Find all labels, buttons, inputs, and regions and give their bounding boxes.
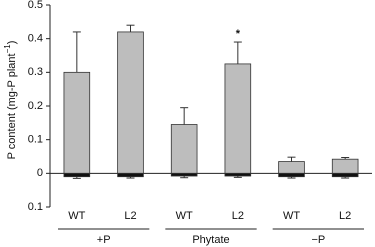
y-tick-label: 0.5	[28, 0, 43, 11]
group-label: Phytate	[192, 234, 229, 246]
y-tick-label: 0.2	[28, 100, 43, 112]
group-label: +P	[97, 234, 111, 246]
y-tick-label: 0	[37, 167, 43, 179]
bar	[224, 172, 252, 177]
y-tick-label: 0.4	[28, 33, 43, 45]
y-tick-label: 0.1	[28, 134, 43, 146]
bar	[278, 161, 305, 174]
y-tick-label: 0.1	[28, 201, 43, 213]
x-tick-label: WT	[176, 210, 193, 222]
bar	[63, 172, 91, 178]
y-axis-label: P content (mg-P plant−1)	[3, 41, 18, 160]
x-tick-label: WT	[68, 210, 85, 222]
x-tick-label: L2	[339, 210, 351, 222]
group-label: −P	[311, 234, 325, 246]
bar	[278, 172, 305, 178]
bar	[117, 172, 144, 178]
bar	[331, 172, 359, 178]
bar	[331, 158, 359, 174]
y-tick-label: 0.3	[28, 66, 43, 78]
annotation: *	[236, 28, 241, 40]
bar	[170, 124, 198, 174]
bar	[224, 63, 252, 174]
bar	[170, 172, 198, 177]
x-tick-label: WT	[283, 210, 300, 222]
x-tick-label: L2	[124, 210, 136, 222]
bar	[117, 31, 144, 174]
bar	[63, 71, 91, 174]
x-tick-label: L2	[232, 210, 244, 222]
